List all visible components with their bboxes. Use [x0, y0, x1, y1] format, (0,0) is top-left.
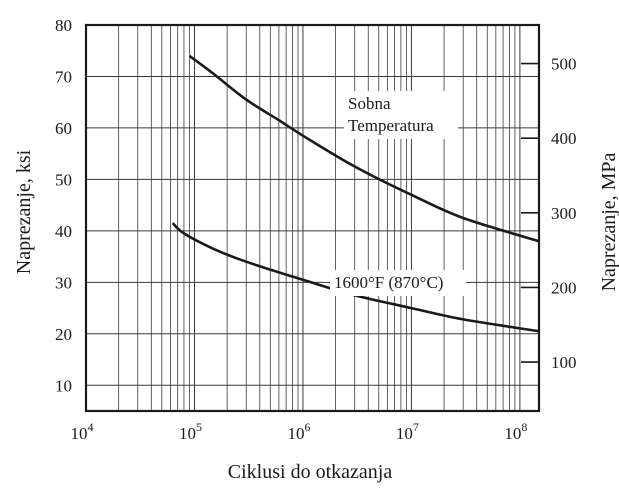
y-tick-label-left: 60: [55, 119, 72, 138]
y-tick-label-left: 80: [55, 16, 72, 35]
x-tick-label: 108: [504, 420, 527, 443]
y-tick-label-right: 100: [551, 353, 577, 372]
y-tick-label-right: 500: [551, 55, 577, 74]
x-tick-exp: 8: [521, 420, 527, 434]
series-line-1: [171, 222, 540, 333]
x-tick-exp: 4: [88, 420, 94, 434]
y-axis-title-left: Naprezanje, ksi: [13, 149, 35, 274]
x-tick-exp: 6: [304, 420, 310, 434]
series-line-0: [188, 54, 540, 243]
series-label-bg-0: [344, 91, 458, 139]
labels: 104 105 106 107 1081020304050607080100200300…: [55, 16, 577, 443]
series-label-0: Sobna: [348, 94, 391, 113]
x-tick-base: 10: [287, 424, 304, 443]
y-tick-label-right: 200: [551, 278, 577, 297]
x-tick-label: 104: [71, 420, 94, 443]
y-tick-label-left: 50: [55, 170, 72, 189]
y-axis-title-right: Naprezanje, MPa: [598, 152, 619, 291]
plot-frame: [84, 23, 541, 413]
x-tick-label: 105: [179, 420, 202, 443]
x-tick-label: 107: [396, 420, 419, 443]
series-label-bg-1: [330, 270, 466, 296]
x-tick-exp: 7: [413, 420, 419, 434]
series-group: [171, 54, 540, 333]
x-tick-label: 106: [287, 420, 310, 443]
x-tick-base: 10: [504, 424, 521, 443]
axis-ticks: [521, 62, 539, 363]
x-axis-title: Ciklusi do otkazanja: [228, 461, 393, 483]
grid: [85, 24, 539, 411]
y-tick-label-left: 70: [55, 67, 72, 86]
y-tick-label-right: 400: [551, 129, 577, 148]
y-tick-label-left: 20: [55, 325, 72, 344]
x-tick-base: 10: [396, 424, 413, 443]
y-tick-label-left: 30: [55, 273, 72, 292]
series-label-0: Temperatura: [348, 116, 434, 135]
series-label-1: 1600°F (870°C): [334, 273, 443, 292]
x-tick-exp: 5: [196, 420, 202, 434]
x-tick-base: 10: [179, 424, 196, 443]
x-tick-base: 10: [71, 424, 88, 443]
y-tick-label-left: 10: [55, 376, 72, 395]
y-tick-label-right: 300: [551, 204, 577, 223]
y-tick-label-left: 40: [55, 222, 72, 241]
